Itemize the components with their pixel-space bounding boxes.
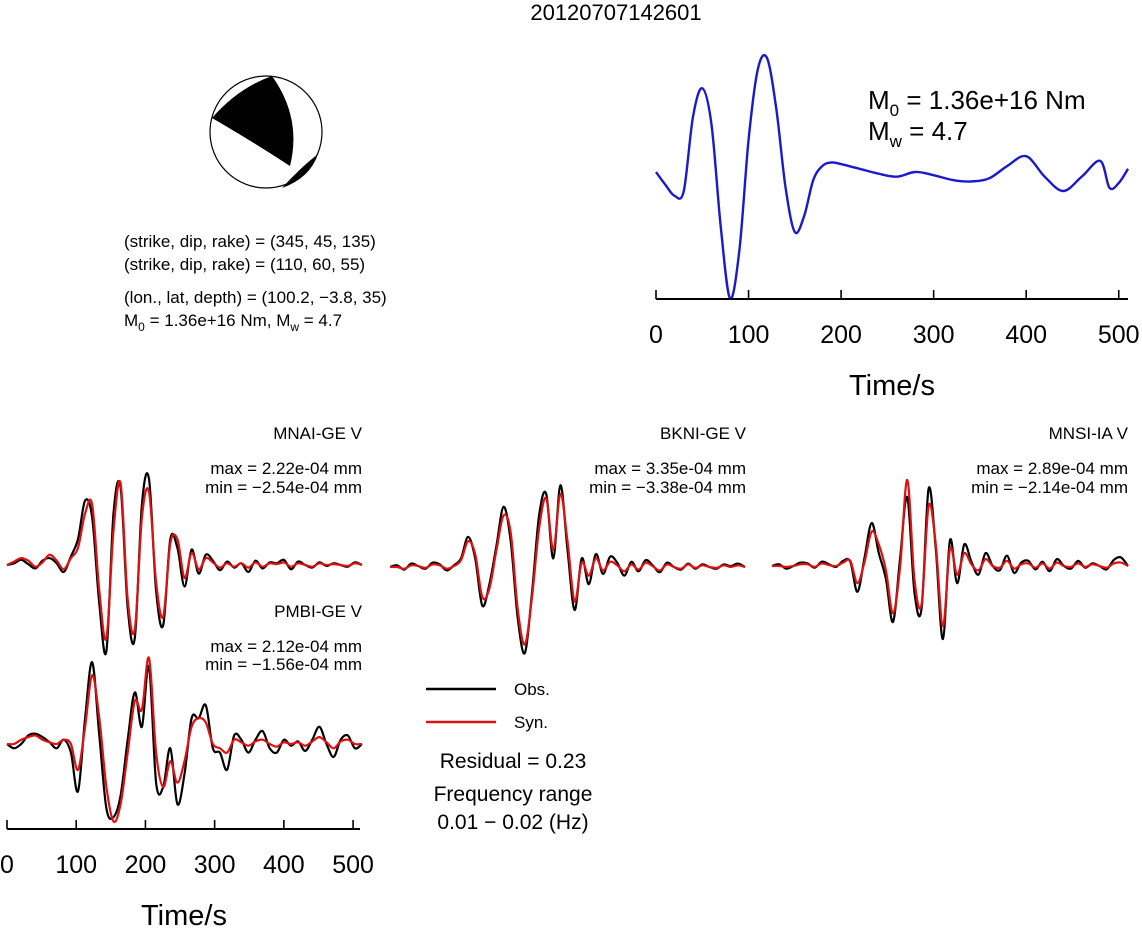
stf-moment-label: M0 = 1.36e+16 Nm [868,85,1086,120]
legend-obs-label: Obs. [514,680,550,699]
amplitude-min: min = −3.38e-04 mm [589,478,746,497]
stf-mw-subscript: w [889,132,903,151]
legend: Obs. Syn. Residual = 0.23 Frequency rang… [426,680,592,834]
stf-tick-label: 400 [1005,321,1047,349]
stf-ticks: 0 100 200 300 400 500 [649,290,1140,349]
observed-trace [6,661,363,821]
stf-tick-label: 100 [728,321,770,349]
nodal-plane-2: (strike, dip, rake) = (110, 60, 55) [124,255,365,274]
focal-mechanism-beachball [209,75,323,189]
waveform-tick-label: 0 [0,851,14,879]
station-label: MNAI-GE V [273,424,362,443]
waveform-panel-pmbi: PMBI-GE V max = 2.12e-04 mm min = −1.56e… [0,602,374,928]
frequency-range-title: Frequency range [434,783,593,806]
stf-m0-subscript: 0 [890,101,899,120]
observed-trace [389,484,746,655]
station-label: BKNI-GE V [660,424,747,443]
synthetic-trace [389,492,746,646]
stf-line [655,54,1130,300]
magnitude-value: = 4.7 [299,311,342,330]
waveform-ticks: 0 100 200 300 400 500 [0,820,374,879]
waveform-x-axis-label: Time/s [141,900,227,928]
amplitude-max: max = 3.35e-04 mm [594,459,746,478]
stf-tick-label: 300 [913,321,955,349]
amplitude-max: max = 2.89e-04 mm [976,459,1128,478]
stf-axis: 0 100 200 300 400 500 Time/s [649,290,1140,402]
synthetic-trace [771,478,1129,628]
waveform-panel-mnai: MNAI-GE V max = 2.22e-04 mm min = −2.54e… [6,424,363,656]
stf-mw-value: = 4.7 [902,116,968,146]
amplitude-max: max = 2.22e-04 mm [210,459,362,478]
waveform-tick-label: 100 [55,851,97,879]
station-label: MNSI-IA V [1049,424,1129,443]
waveform-panel-bkni: BKNI-GE V max = 3.35e-04 mm min = −3.38e… [389,424,747,655]
synthetic-trace [6,656,363,824]
waveform-panel-mnsi: MNSI-IA V max = 2.89e-04 mm min = −2.14e… [771,424,1129,641]
station-label: PMBI-GE V [274,602,363,621]
moment-value: = 1.36e+16 Nm, M [145,311,291,330]
waveform-tick-label: 400 [263,851,305,879]
observed-trace [6,472,363,656]
amplitude-max: max = 2.12e-04 mm [210,637,362,656]
amplitude-min: min = −2.54e-04 mm [205,478,362,497]
moment-subscript: 0 [138,320,145,334]
stf-magnitude-label: Mw = 4.7 [868,116,968,151]
stf-mw-prefix: M [868,116,890,146]
residual-value: Residual = 0.23 [440,750,587,773]
stf-panel: 0 100 200 300 400 500 Time/s M0 = 1.36e+16 Nm… [649,54,1140,402]
stf-tick-label: 500 [1098,321,1140,349]
amplitude-min: min = −2.14e-04 mm [971,478,1128,497]
amplitude-min: min = −1.56e-04 mm [205,655,362,674]
magnitude-subscript: w [289,320,299,334]
stf-m0-prefix: M [868,85,890,115]
synthetic-trace [6,479,363,641]
nodal-plane-1: (strike, dip, rake) = (345, 45, 135) [124,232,376,251]
event-info: (strike, dip, rake) = (345, 45, 135) (st… [124,232,387,334]
moment-prefix: M [124,311,138,330]
stf-x-axis-label: Time/s [849,370,935,402]
stf-m0-value: = 1.36e+16 Nm [899,85,1085,115]
waveform-tick-label: 200 [125,851,167,879]
waveform-tick-label: 500 [332,851,374,879]
waveform-tick-label: 300 [194,851,236,879]
stf-tick-label: 0 [649,321,663,349]
stf-tick-label: 200 [820,321,862,349]
moment-magnitude-line: M0 = 1.36e+16 Nm, Mw = 4.7 [124,311,342,334]
beachball-compression-quadrant-minor [282,154,318,188]
figure-title: 20120707142601 [530,0,701,25]
beachball-compression-quadrant-main [212,76,294,166]
frequency-range-value: 0.01 − 0.02 (Hz) [437,811,588,834]
event-location: (lon., lat, depth) = (100.2, −3.8, 35) [124,288,387,307]
legend-syn-label: Syn. [514,713,548,732]
